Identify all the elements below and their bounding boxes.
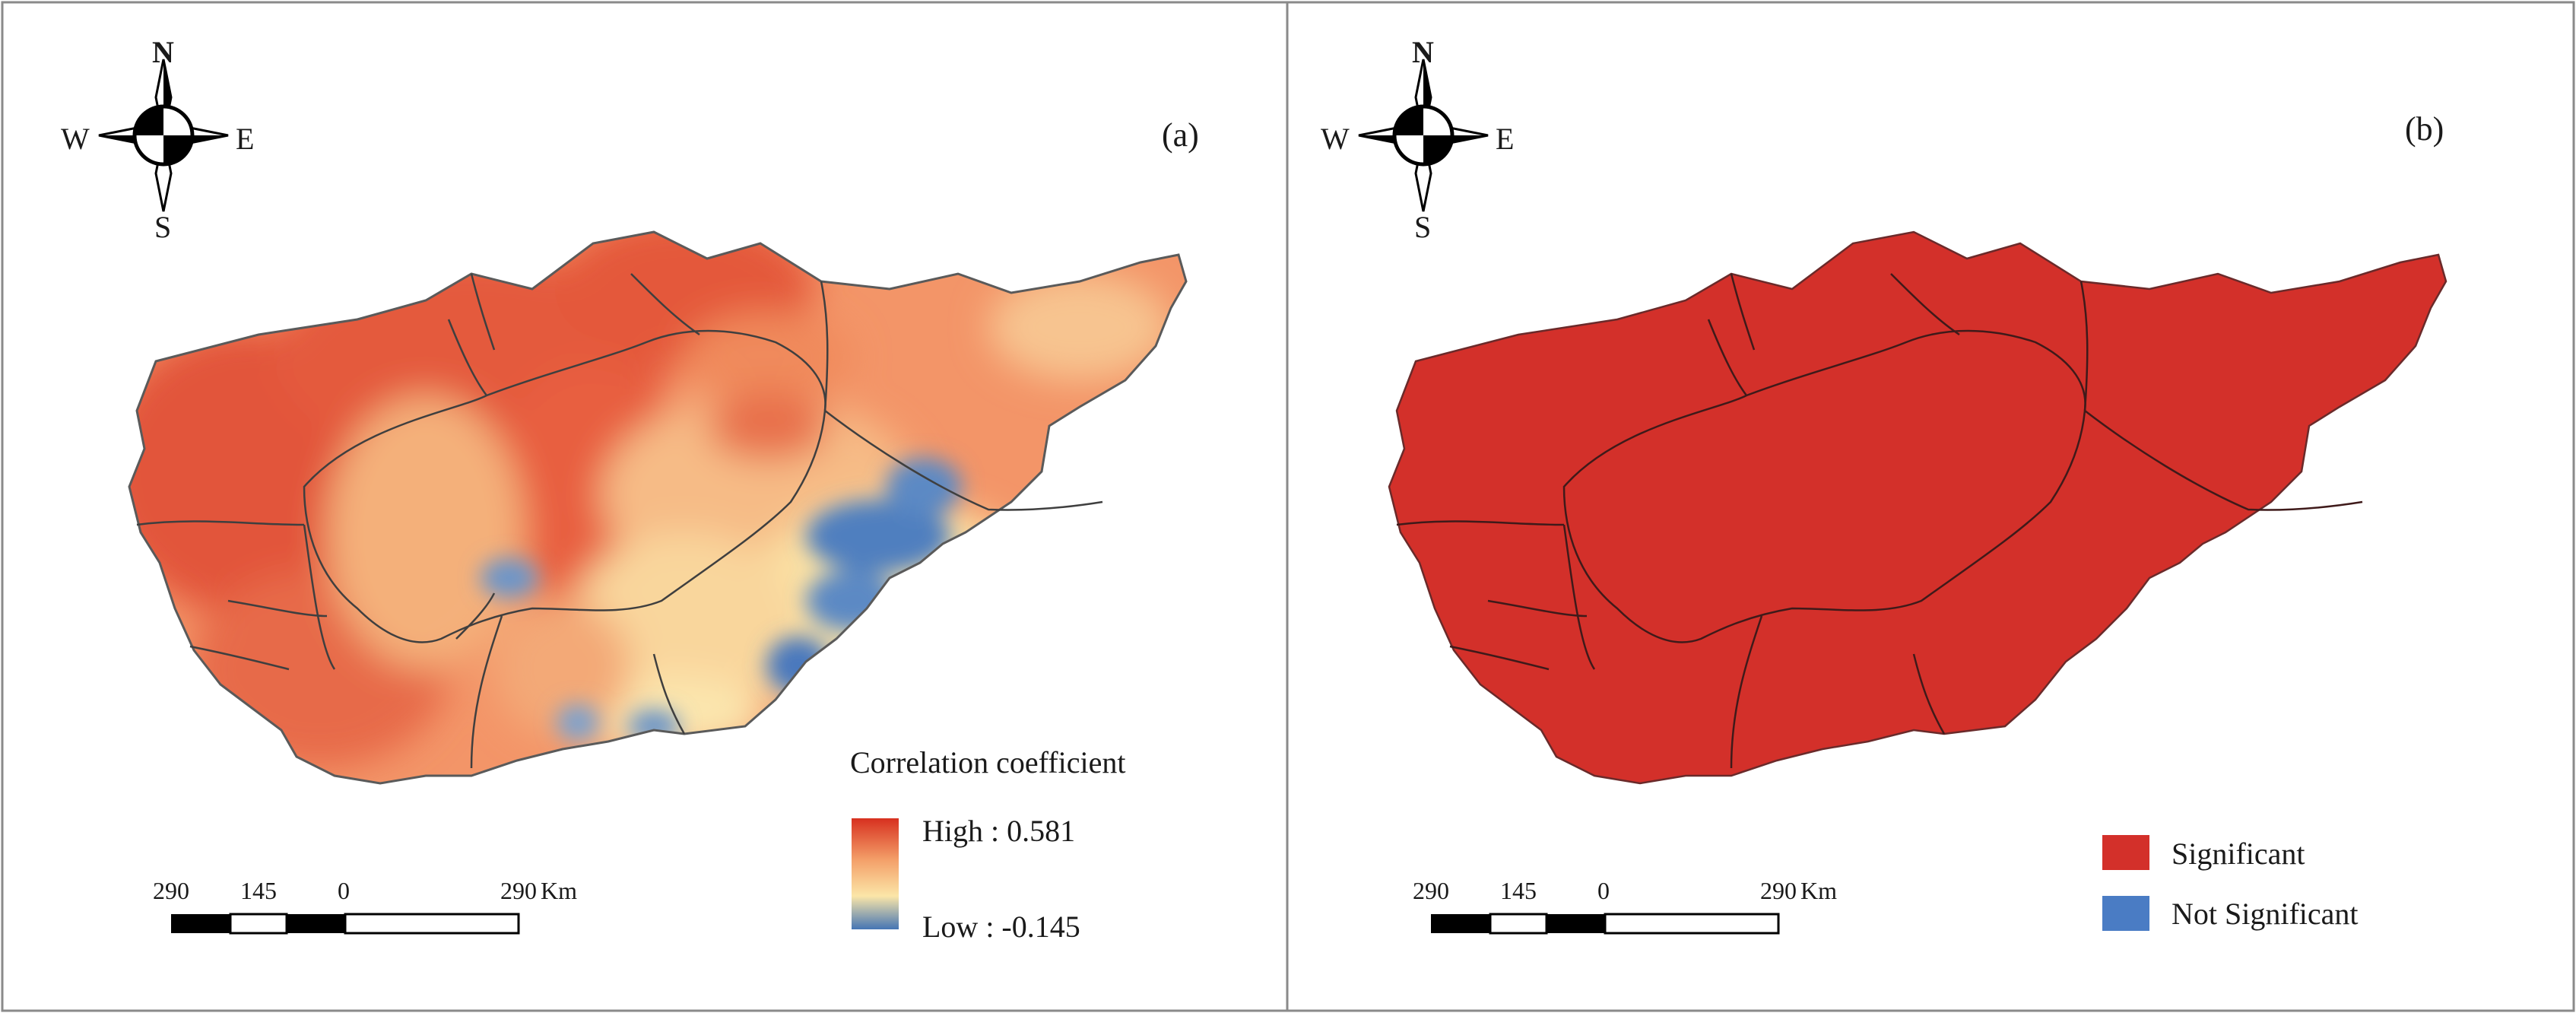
panel-a-label: (a) xyxy=(1162,116,1199,154)
legend-a-high-label: High : 0.581 xyxy=(922,814,1075,848)
scale-b-tick-3: 290 xyxy=(1760,877,1797,904)
scale-a-tick-1: 145 xyxy=(240,877,277,904)
legend-b: Significant Not Significant xyxy=(2102,835,2359,931)
panel-b-label: (b) xyxy=(2405,110,2444,148)
compass-w-b: W xyxy=(1321,122,1350,156)
compass-s-a: S xyxy=(154,210,171,244)
panel-a: N S W E (a) xyxy=(61,35,1199,944)
scale-a-tick-2: 0 xyxy=(338,877,350,904)
legend-a-title: Correlation coefficient xyxy=(850,745,1125,780)
legend-b-not-significant-swatch xyxy=(2102,896,2149,931)
scale-b-tick-2: 0 xyxy=(1597,877,1610,904)
compass-e-a: E xyxy=(236,122,254,156)
significance-map xyxy=(1388,230,2448,785)
scale-bar-b: 290 145 0 290 Km xyxy=(1413,877,1837,935)
scale-b-tick-0: 290 xyxy=(1413,877,1449,904)
legend-a: Correlation coefficient High : 0.581 Low… xyxy=(850,745,1125,944)
panel-b-frame xyxy=(1286,1,2575,1012)
scale-bar-a: 290 145 0 290 Km xyxy=(153,877,577,935)
legend-b-significant-swatch xyxy=(2102,835,2149,870)
legend-a-ramp xyxy=(852,818,899,929)
province-boundaries-b xyxy=(1396,273,2363,769)
compass-s-b: S xyxy=(1414,210,1431,244)
scale-b-tick-1: 145 xyxy=(1500,877,1537,904)
legend-a-low-label: Low : -0.145 xyxy=(922,910,1080,944)
legend-b-not-significant-label: Not Significant xyxy=(2172,897,2359,931)
compass-rose-a: N S W E xyxy=(61,35,254,244)
compass-n-a: N xyxy=(152,35,174,69)
compass-w-a: W xyxy=(61,122,90,156)
scale-a-tick-0: 290 xyxy=(153,877,189,904)
scale-b-unit: Km xyxy=(1800,877,1837,904)
scale-a-unit: Km xyxy=(541,877,577,904)
legend-b-significant-label: Significant xyxy=(2172,837,2305,871)
compass-n-b: N xyxy=(1412,35,1434,69)
compass-rose-b: N S W E xyxy=(1321,35,1514,244)
compass-e-b: E xyxy=(1496,122,1514,156)
correlation-map xyxy=(128,230,1188,785)
panel-b: N S W E (b) xyxy=(1321,35,2448,935)
province-boundaries-a xyxy=(136,273,1103,769)
scale-a-tick-3: 290 xyxy=(500,877,537,904)
